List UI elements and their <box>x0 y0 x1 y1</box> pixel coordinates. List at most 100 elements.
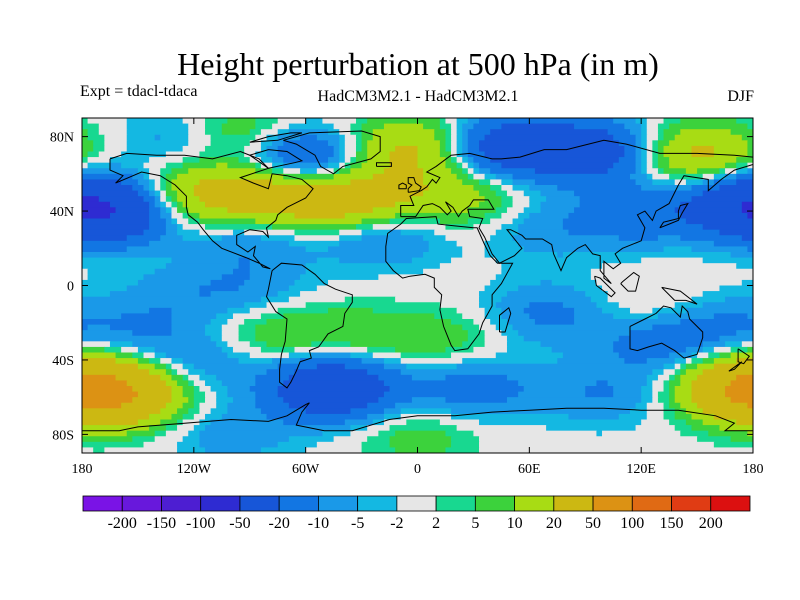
field-cell <box>82 134 89 141</box>
field-cell <box>260 235 296 242</box>
colorbar-label: -200 <box>108 515 137 532</box>
field-cell <box>473 224 502 231</box>
field-cell <box>165 363 173 370</box>
field-cell <box>149 369 167 376</box>
field-cell <box>479 179 491 186</box>
field-cell <box>713 346 732 354</box>
field-cell <box>574 285 603 292</box>
field-cell <box>249 352 290 359</box>
field-cell <box>328 140 340 147</box>
field-cell <box>663 129 681 136</box>
field-cell <box>669 419 687 426</box>
field-cell <box>199 196 413 203</box>
field-cell <box>328 157 340 164</box>
field-cell <box>182 436 201 443</box>
coastline-ellesmere <box>249 132 303 143</box>
field-cell <box>445 430 475 437</box>
field-cell <box>439 145 447 153</box>
field-cell <box>238 263 251 270</box>
field-cell <box>378 374 413 382</box>
field-cell <box>260 140 273 147</box>
field-cell <box>132 397 173 404</box>
field-cell <box>367 425 391 432</box>
field-cell <box>713 313 749 320</box>
field-cell <box>685 363 698 370</box>
field-cell <box>479 291 508 298</box>
field-cell <box>182 157 201 164</box>
field-cell <box>523 218 564 225</box>
field-cell <box>451 257 497 264</box>
field-cell <box>669 162 726 169</box>
field-cell <box>372 352 402 359</box>
field-cell <box>249 263 307 270</box>
field-cell <box>445 134 452 141</box>
field-cell <box>199 285 240 292</box>
coastline-australia <box>629 304 704 359</box>
field-cell <box>154 430 167 437</box>
field-cell <box>160 185 167 192</box>
field-cell <box>339 229 363 236</box>
field-cell <box>165 162 184 169</box>
field-cell <box>439 140 447 147</box>
field-cell <box>473 173 486 181</box>
field-cell <box>260 145 268 153</box>
field-cell <box>451 168 463 175</box>
field-cell <box>165 224 178 231</box>
field-cell <box>210 134 256 141</box>
field-cell <box>590 274 753 281</box>
field-cell <box>149 425 167 432</box>
field-cell <box>344 145 357 153</box>
field-cell <box>255 391 279 398</box>
field-cell <box>479 162 502 169</box>
field-cell <box>255 397 284 404</box>
field-cell <box>674 413 693 421</box>
field-cell <box>260 447 307 453</box>
field-cell <box>657 168 665 175</box>
field-cell <box>126 430 156 437</box>
field-cell <box>451 151 458 158</box>
field-cell <box>546 425 637 432</box>
field-cell <box>361 218 391 225</box>
field-cell <box>518 212 530 220</box>
field-cell <box>383 363 407 370</box>
field-cell <box>747 313 753 320</box>
colorbar-swatch <box>435 495 476 512</box>
field-cell <box>149 358 161 365</box>
field-cell <box>445 374 508 382</box>
field-cell <box>618 157 637 164</box>
field-cell <box>109 324 173 331</box>
field-cell <box>372 224 447 231</box>
field-cell <box>691 352 698 359</box>
coastline-eurasia <box>400 139 753 285</box>
field-cell <box>613 313 659 320</box>
field-cell <box>663 380 670 387</box>
field-cell <box>574 207 676 214</box>
field-cell <box>193 397 206 404</box>
field-cell <box>652 173 670 181</box>
field-cell <box>272 224 357 231</box>
field-cell <box>730 252 753 259</box>
field-cell <box>674 302 704 309</box>
field-cell <box>104 447 178 453</box>
field-cell <box>199 408 212 415</box>
field-cell <box>512 218 525 225</box>
field-cell <box>361 129 374 136</box>
colorbar-swatch <box>278 495 319 512</box>
field-cell <box>205 447 262 453</box>
field-cell <box>350 341 463 348</box>
field-cell <box>400 369 653 376</box>
field-cell <box>713 441 753 449</box>
field-cell <box>255 162 262 169</box>
field-cell <box>423 252 463 259</box>
field-cell <box>160 190 167 197</box>
field-cell <box>367 346 396 354</box>
field-cell <box>562 224 704 231</box>
field-cell <box>663 134 676 141</box>
field-cell <box>607 168 637 175</box>
field-cell <box>177 190 195 197</box>
coastline-madagascar <box>499 306 512 333</box>
field-cell <box>171 358 184 365</box>
field-cell <box>154 352 167 359</box>
field-cell <box>741 134 753 141</box>
field-cell <box>635 162 642 169</box>
